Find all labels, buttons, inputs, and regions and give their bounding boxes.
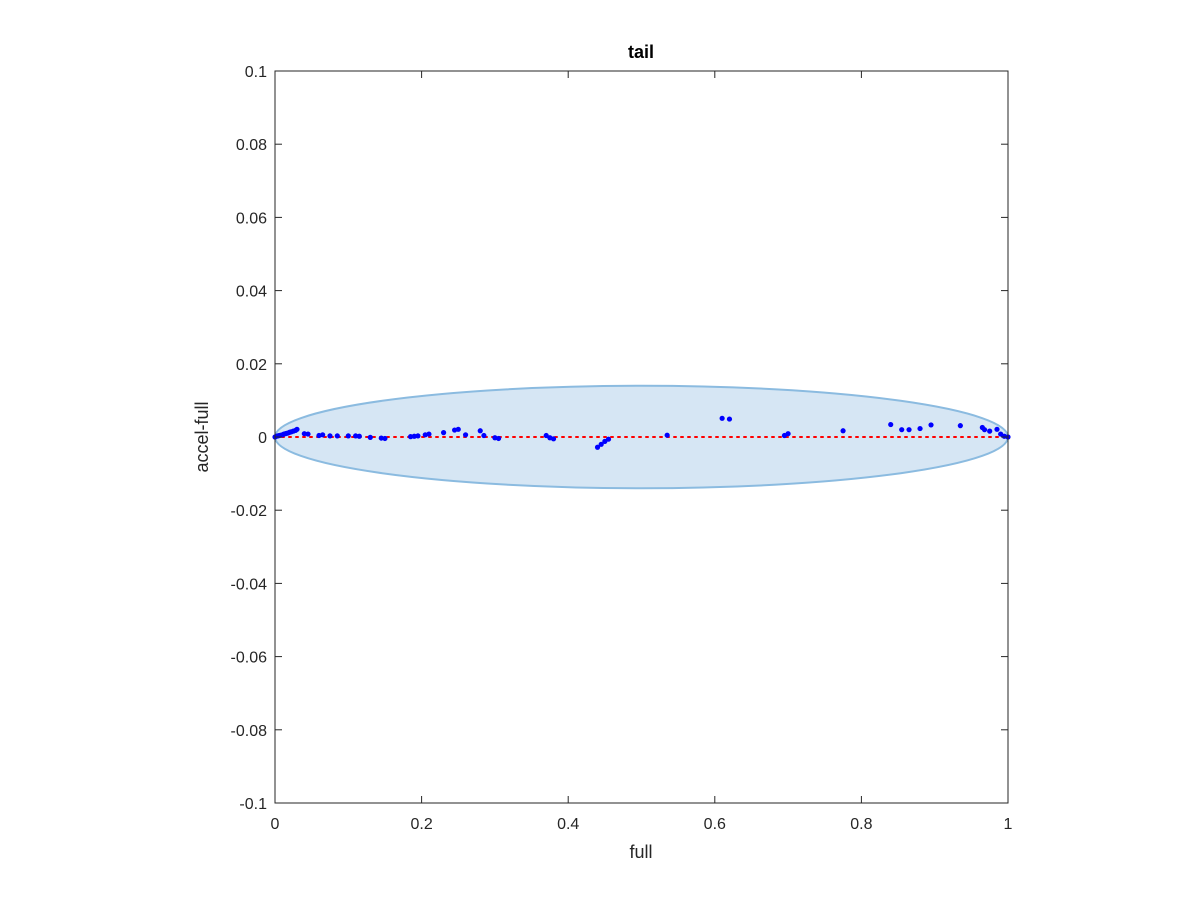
- y-tick-label-10: -0.1: [239, 796, 267, 813]
- scatter-point-44: [598, 441, 604, 447]
- y-tick-label-6: -0.02: [231, 503, 268, 520]
- scatter-point-26: [382, 435, 388, 442]
- scatter-point-36: [477, 428, 483, 434]
- x-tick-label-3: 0.6: [704, 816, 726, 833]
- y-tick-label-4: 0.02: [236, 357, 267, 374]
- scatter-point-29: [415, 433, 421, 439]
- scatter-point-48: [719, 415, 725, 421]
- scatter-point-24: [367, 434, 373, 440]
- scatter-point-19: [327, 433, 333, 439]
- y-tick-label-3: 0.04: [236, 284, 267, 301]
- scatter-point-52: [840, 428, 846, 434]
- scatter-point-42: [550, 436, 557, 442]
- scatter-point-55: [906, 427, 912, 433]
- scatter-point-62: [994, 426, 1000, 432]
- scatter-point-16: [305, 431, 311, 437]
- x-tick-label-4: 0.8: [850, 816, 872, 833]
- scatter-point-21: [345, 433, 351, 439]
- chart-title: tail: [628, 42, 654, 62]
- scatter-point-49: [726, 416, 733, 422]
- axis-ticks: 0 0.2 0.4 0.6 0.8 1 0.1 0.08 0.06 0.04 0.02 0 -0.02 -…: [231, 64, 1013, 833]
- scatter-point-60: [981, 427, 988, 433]
- y-tick-label-7: -0.04: [231, 576, 268, 593]
- scatter-point-39: [495, 435, 502, 442]
- plot-area: 0 0.2 0.4 0.6 0.8 1 0.1 0.08 0.06 0.04 0.02 0 -0.02 -…: [231, 64, 1013, 833]
- scatter-point-57: [928, 422, 934, 428]
- x-tick-label-2: 0.4: [557, 816, 579, 833]
- y-tick-label-9: -0.08: [231, 723, 268, 740]
- scatter-point-18: [320, 432, 326, 438]
- y-tick-label-5: 0: [258, 430, 267, 447]
- scatter-point-53: [888, 421, 894, 428]
- x-tick-label-1: 0.2: [410, 816, 432, 833]
- scatter-point-47: [664, 432, 670, 438]
- scatter-point-51: [785, 431, 791, 437]
- scatter-point-56: [917, 425, 923, 432]
- y-tick-label-2: 0.06: [236, 210, 267, 227]
- y-axis-label: accel-full: [192, 401, 212, 472]
- scatter-point-20: [334, 433, 340, 439]
- scatter-point-14: [294, 426, 300, 432]
- scatter-point-34: [455, 426, 461, 432]
- scatter-point-32: [440, 430, 447, 436]
- scatter-point-46: [605, 436, 612, 442]
- y-tick-label-1: 0.08: [236, 137, 267, 154]
- scatter-point-43: [594, 444, 601, 450]
- y-tick-label-8: -0.06: [231, 650, 268, 667]
- y-tick-label-0: 0.1: [245, 64, 267, 81]
- x-tick-label-5: 1: [1004, 816, 1013, 833]
- scatter-point-37: [481, 432, 487, 439]
- scatter-point-58: [957, 423, 963, 429]
- scatter-point-54: [899, 427, 905, 433]
- scatter-point-31: [426, 431, 432, 437]
- scatter-point-23: [356, 433, 362, 439]
- scatter-point-61: [987, 428, 993, 434]
- x-axis-label: full: [629, 842, 652, 862]
- x-tick-label-0: 0: [271, 816, 280, 833]
- scatter-point-35: [462, 432, 469, 438]
